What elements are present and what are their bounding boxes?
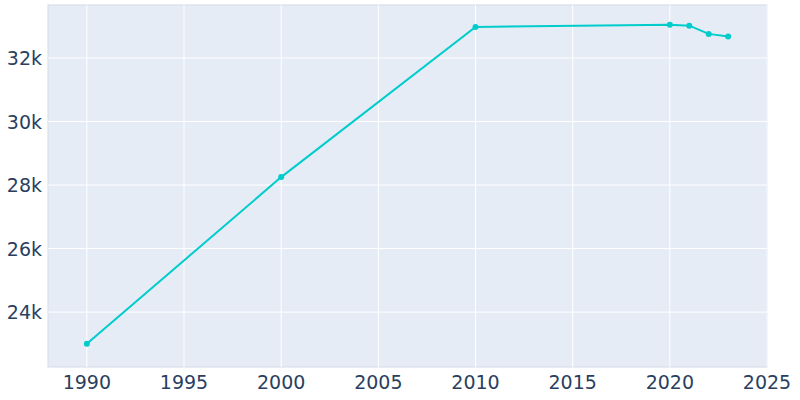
x-grid: [669, 5, 670, 367]
x-grid: [281, 5, 282, 367]
x-tick-label: 2000: [257, 371, 305, 393]
line: [87, 25, 728, 344]
plot-area: [48, 5, 767, 367]
x-grid: [572, 5, 573, 367]
point: [473, 24, 479, 30]
x-tick-label: 2020: [646, 371, 694, 393]
x-grid: [475, 5, 476, 367]
point: [706, 31, 712, 37]
y-grid: [48, 121, 767, 122]
point: [686, 23, 692, 29]
x-grid: [86, 5, 87, 367]
x-tick-label: 2025: [743, 371, 791, 393]
x-grid: [767, 5, 768, 367]
y-tick-label: 24k: [7, 301, 42, 323]
x-grid: [184, 5, 185, 367]
x-tick-label: 2010: [451, 371, 499, 393]
y-tick-label: 28k: [7, 174, 42, 196]
chart: 24k 26k 28k 30k 32k 1990 1995 2000 2005 2010 2015 2…: [0, 0, 800, 400]
series: [84, 22, 731, 347]
x-tick-label: 2015: [548, 371, 596, 393]
point: [278, 174, 284, 180]
point: [667, 22, 673, 28]
y-tick-label: 32k: [7, 47, 42, 69]
x-tick-label: 2005: [354, 371, 402, 393]
y-tick-label: 26k: [7, 238, 42, 260]
x-grid: [378, 5, 379, 367]
x-tick-label: 1990: [63, 371, 111, 393]
y-grid: [48, 248, 767, 249]
point: [84, 341, 90, 347]
y-grid: [48, 58, 767, 59]
y-grid: [48, 312, 767, 313]
y-grid: [48, 185, 767, 186]
point: [725, 33, 731, 39]
x-tick-label: 1995: [160, 371, 208, 393]
y-tick-label: 30k: [7, 111, 42, 133]
